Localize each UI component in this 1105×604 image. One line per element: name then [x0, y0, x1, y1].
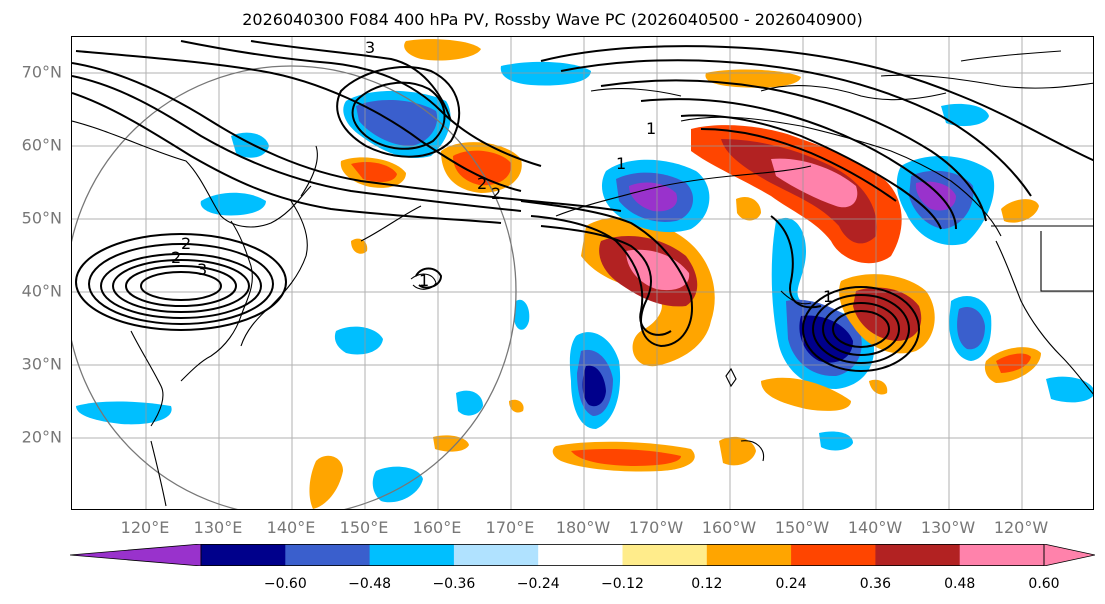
positive-anomaly-south-strip-core [571, 448, 681, 466]
negative-anomaly-small-6 [500, 61, 591, 86]
contour-label: 3 [365, 38, 375, 57]
lat-label-40n: 40°N [21, 281, 62, 301]
lon-label-130e: 130°E [193, 518, 243, 537]
lon-label-180w: 180°W [555, 518, 611, 537]
range-circle [72, 65, 517, 509]
colorbar-tick-label: 0.24 [775, 576, 807, 592]
lat-label-30n: 30°N [21, 354, 62, 374]
negative-anomaly-small-5 [372, 466, 423, 503]
colorbar-segment [706, 544, 792, 566]
positive-anomaly-small-3 [736, 196, 761, 221]
colorbar-tick-label: 0.48 [944, 576, 976, 592]
positive-anomaly-small-10 [869, 379, 888, 395]
plot-title: 2026040300 F084 400 hPa PV, Rossby Wave … [242, 10, 863, 29]
lon-label-120e: 120°E [120, 518, 170, 537]
negative-anomaly-small-11 [514, 299, 530, 330]
lat-label-60n: 60°N [21, 135, 62, 155]
colorbar-segment [875, 544, 961, 566]
positive-anomaly-small-8 [351, 238, 368, 254]
colorbar-segment [791, 544, 876, 566]
negative-anomaly-170w-peak [629, 182, 678, 212]
map-canvas: 2 2 3 2 2 1 1 1 3 1 [72, 37, 1093, 509]
positive-anomaly-small-7 [309, 455, 343, 509]
lon-label-160e: 160°E [412, 518, 462, 537]
positive-anomaly-small-2 [705, 69, 801, 88]
colorbar-tick-label: −0.12 [601, 576, 644, 592]
colorbar-tick-label: −0.60 [263, 576, 307, 592]
colorbar-tick-label: −0.36 [432, 576, 476, 592]
colorbar-segment [285, 544, 371, 566]
lon-label-170e: 170°E [485, 518, 535, 537]
colorbar [69, 543, 1096, 567]
negative-anomaly-small-8 [1046, 376, 1093, 403]
contour-label: 2 [477, 174, 487, 193]
contour-label: 1 [646, 119, 656, 138]
negative-anomaly-small-10 [819, 431, 853, 451]
colorbar-outline [200, 544, 1045, 566]
colorbar-tick-label: 0.12 [691, 576, 723, 592]
colorbar-segment [959, 544, 1045, 566]
lon-label-120w: 120°W [993, 518, 1049, 537]
colorbar-tick-label: −0.24 [516, 576, 560, 592]
negative-anomaly-small-7 [456, 390, 483, 416]
pv-contours [72, 40, 1093, 372]
coastlines [72, 50, 1093, 507]
negative-anomaly-small-3 [334, 326, 383, 355]
contour-label: 3 [197, 260, 207, 279]
colorbar-segment [201, 544, 286, 566]
contour-label: 2 [171, 248, 181, 267]
lon-label-150w: 150°W [774, 518, 830, 537]
lon-label-150e: 150°E [339, 518, 389, 537]
negative-anomaly-small-1 [200, 192, 266, 216]
pv-shading [76, 39, 1093, 509]
positive-anomaly-small-4 [1001, 199, 1039, 223]
contour-label: 1 [616, 154, 626, 173]
positive-anomaly-gulf-alaska-core [721, 139, 877, 244]
positive-anomaly-165e-core [453, 150, 512, 186]
colorbar-tick-label: −0.48 [348, 576, 392, 592]
colorbar-segment [622, 544, 708, 566]
positive-anomaly-small-1 [404, 39, 481, 61]
lon-label-140e: 140°E [266, 518, 316, 537]
negative-anomaly-178w-peak [582, 365, 606, 407]
positive-anomaly-small-9 [509, 399, 524, 413]
contour-label: 2 [491, 184, 501, 203]
colorbar-svg [69, 543, 1096, 567]
contour-label: 1 [823, 287, 833, 306]
lon-label-170w: 170°W [628, 518, 684, 537]
colorbar-extension-min [69, 543, 202, 567]
positive-anomaly-gulf-alaska-peak [771, 158, 858, 208]
colorbar-segment [538, 544, 623, 566]
contour-label: 1 [419, 271, 429, 290]
lon-label-140w: 140°W [847, 518, 903, 537]
colorbar-tick-label: 0.60 [1028, 576, 1060, 592]
colorbar-segment [369, 544, 455, 566]
colorbar-extension-max [1043, 543, 1096, 567]
lat-label-50n: 50°N [21, 208, 62, 228]
colorbar-tick-label: 0.36 [859, 576, 891, 592]
negative-anomaly-125w-core [957, 306, 985, 350]
lat-label-70n: 70°N [21, 62, 62, 82]
positive-anomaly-150w-south [761, 377, 851, 411]
negative-anomaly-small-4 [76, 401, 172, 425]
lon-label-130w: 130°W [920, 518, 976, 537]
negative-anomaly-small-9 [941, 103, 989, 127]
colorbar-segment [453, 544, 539, 566]
contour-label: 2 [181, 234, 191, 253]
lat-label-20n: 20°N [21, 427, 62, 447]
map-panel: 2 2 3 2 2 1 1 1 3 1 [71, 36, 1094, 510]
positive-anomaly-148e-core [351, 162, 397, 182]
positive-anomaly-small-5 [719, 436, 756, 466]
lon-label-160w: 160°W [701, 518, 757, 537]
contour-labels: 2 2 3 2 2 1 1 1 3 1 [171, 38, 833, 306]
